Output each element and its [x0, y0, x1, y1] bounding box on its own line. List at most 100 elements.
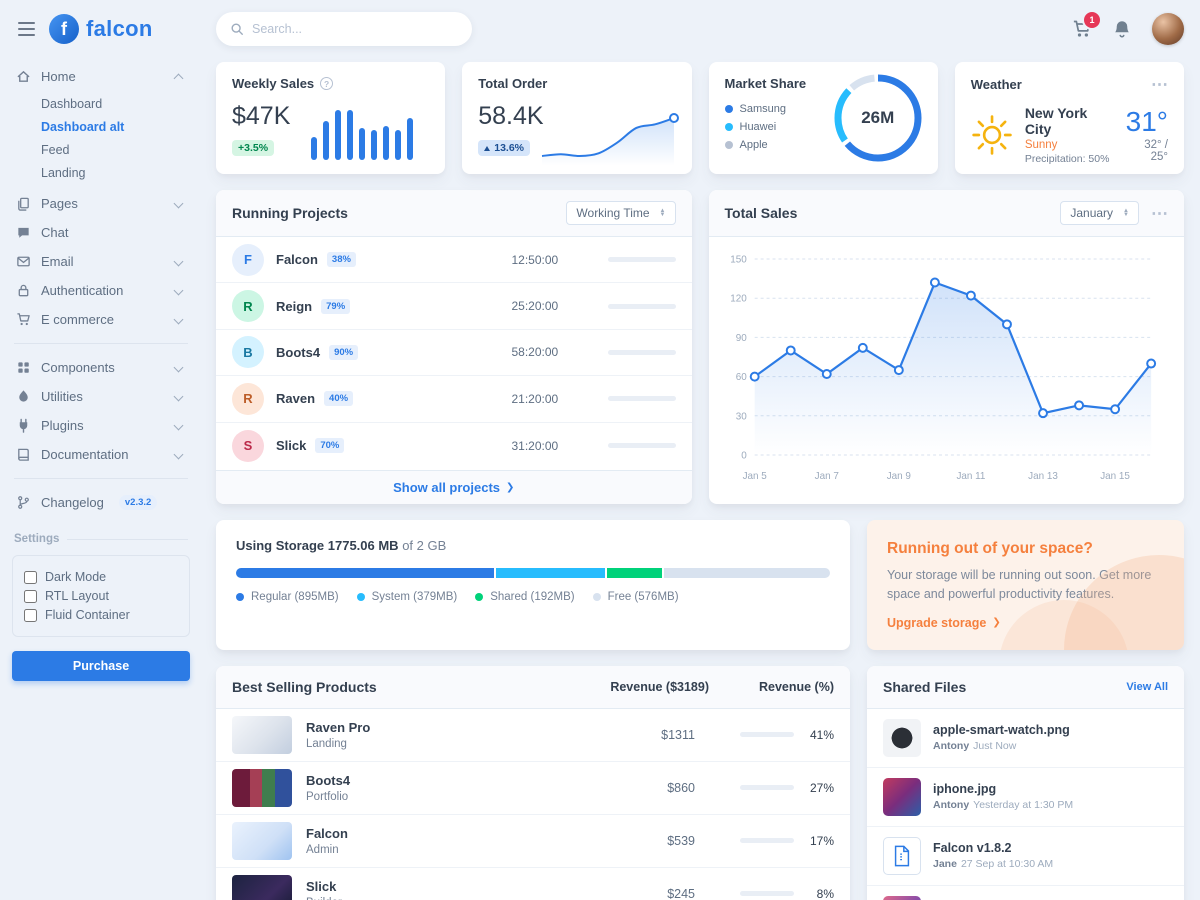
sidebar-item-dashboard-alt[interactable]: Dashboard alt	[41, 120, 125, 134]
legend-item: Huawei	[724, 121, 922, 133]
project-name[interactable]: Reign	[276, 298, 313, 314]
legend-dot	[724, 105, 733, 113]
view-all-link[interactable]: View All	[1126, 680, 1168, 693]
menu-toggle-button[interactable]	[14, 18, 39, 40]
project-time: 31:20:00	[511, 438, 559, 453]
fluid-container-checkbox[interactable]	[24, 608, 37, 622]
revenue-percent-column-header: Revenue (%)	[758, 679, 834, 694]
sidebar-item-components[interactable]: Components	[12, 353, 190, 382]
sidebar-item-dashboard[interactable]: Dashboard	[41, 97, 103, 111]
product-name[interactable]: Falcon	[306, 825, 348, 841]
product-thumbnail[interactable]	[232, 768, 292, 807]
sidebar-item-ecommerce[interactable]: E commerce	[12, 305, 190, 334]
product-thumbnail[interactable]	[232, 821, 292, 860]
more-menu-icon[interactable]: ⋯	[1151, 75, 1168, 94]
revenue-percent-value: 41%	[809, 727, 834, 742]
product-category[interactable]: Builder	[306, 897, 571, 900]
storage-bar	[236, 568, 830, 578]
flame-icon	[16, 389, 32, 405]
arrow-right-icon: ❯	[506, 482, 515, 493]
sidebar-item-home[interactable]: Home	[12, 62, 190, 91]
show-all-projects-link[interactable]: Show all projects ❯	[393, 480, 515, 495]
product-name[interactable]: Raven Pro	[306, 719, 371, 735]
product-revenue: $860	[667, 780, 695, 795]
product-thumbnail[interactable]	[232, 715, 292, 754]
sidebar-item-plugins[interactable]: Plugins	[12, 411, 190, 440]
best-selling-title: Best Selling Products	[232, 678, 377, 695]
storage-promo-card: Running out of your space? Your storage …	[867, 520, 1184, 650]
fluid-container-option[interactable]: Fluid Container	[24, 608, 178, 622]
svg-text:150: 150	[730, 254, 747, 265]
sidebar-item-pages[interactable]: Pages	[12, 189, 190, 218]
storage-row: Using Storage 1775.06 MB of 2 GB Regular…	[216, 520, 1184, 650]
main-content: 1 Weekly Sales ? $47K +3.5% Total Order …	[200, 0, 1200, 900]
sidebar-item-email[interactable]: Email	[12, 247, 190, 276]
revenue-percent-value: 8%	[816, 886, 834, 900]
weekly-sales-value: $47K	[232, 102, 291, 130]
sidebar-item-label: Pages	[41, 196, 78, 211]
file-thumbnail[interactable]	[883, 718, 921, 757]
product-row: Slick Builder $245 8%	[216, 868, 850, 900]
project-avatar: F	[232, 243, 264, 276]
sidebar-item-authentication[interactable]: Authentication	[12, 276, 190, 305]
cart-button[interactable]: 1	[1072, 12, 1100, 39]
svg-text:Jan 11: Jan 11	[956, 471, 985, 482]
select-caret-icon	[1123, 209, 1129, 218]
file-time: 27 Sep at 10:30 AM	[960, 858, 1054, 870]
file-thumbnail[interactable]	[883, 836, 921, 875]
revenue-percent-bar	[740, 838, 794, 843]
product-category[interactable]: Admin	[306, 843, 339, 856]
month-select[interactable]: January	[1060, 201, 1139, 225]
best-selling-card: Best Selling Products Revenue ($3189) Re…	[216, 665, 850, 900]
notifications-button[interactable]	[1112, 19, 1132, 39]
sidebar-item-feed[interactable]: Feed	[41, 143, 70, 157]
sidebar-item-chat[interactable]: Chat	[12, 218, 190, 247]
help-icon[interactable]: ?	[320, 77, 334, 90]
file-thumbnail[interactable]	[883, 895, 921, 900]
sidebar-item-label: Changelog	[41, 495, 104, 510]
caret-up-icon	[484, 145, 491, 151]
svg-text:0: 0	[741, 450, 747, 461]
upgrade-storage-link[interactable]: Upgrade storage ❯	[887, 615, 1001, 630]
select-caret-icon	[660, 209, 666, 218]
project-progress-bar	[607, 257, 676, 263]
fluid-container-label: Fluid Container	[45, 608, 130, 622]
sidebar-item-changelog[interactable]: Changelog v2.3.2	[12, 488, 190, 517]
chevron-down-icon	[173, 198, 184, 209]
svg-text:Jan 7: Jan 7	[814, 471, 839, 482]
purchase-button[interactable]: Purchase	[12, 651, 190, 681]
project-progress-badge: 79%	[321, 298, 351, 314]
product-name[interactable]: Slick	[306, 878, 337, 894]
market-share-title: Market Share	[724, 76, 807, 91]
product-name[interactable]: Boots4	[306, 772, 351, 788]
sidebar-nav: Home Dashboard Dashboard alt Feed Landin…	[12, 62, 190, 681]
project-name[interactable]: Boots4	[276, 344, 321, 360]
dark-mode-checkbox[interactable]	[24, 570, 37, 584]
file-thumbnail[interactable]	[883, 777, 921, 816]
product-category[interactable]: Portfolio	[306, 790, 349, 803]
rtl-layout-option[interactable]: RTL Layout	[24, 589, 178, 603]
rtl-layout-checkbox[interactable]	[24, 589, 37, 603]
product-category[interactable]: Landing	[306, 737, 347, 750]
project-name[interactable]: Raven	[276, 391, 316, 407]
search-box[interactable]	[216, 12, 472, 46]
project-name[interactable]: Falcon	[276, 252, 318, 268]
arrow-right-icon: ❯	[992, 617, 1001, 628]
working-time-select[interactable]: Working Time	[566, 201, 676, 225]
weather-high-low: 32° / 25°	[1144, 138, 1168, 163]
sidebar-item-utilities[interactable]: Utilities	[12, 382, 190, 411]
chevron-down-icon	[173, 285, 184, 296]
more-menu-icon[interactable]: ⋯	[1151, 203, 1168, 223]
file-name[interactable]: iphone.jpg	[933, 782, 997, 796]
search-input[interactable]	[252, 22, 458, 36]
sidebar-item-documentation[interactable]: Documentation	[12, 440, 190, 469]
file-name[interactable]: Falcon v1.8.2	[933, 841, 1012, 855]
brand-logo[interactable]: f falcon	[49, 14, 153, 44]
revenue-percent-bar	[740, 891, 794, 896]
user-avatar[interactable]	[1152, 13, 1184, 45]
dark-mode-option[interactable]: Dark Mode	[24, 570, 178, 584]
project-name[interactable]: Slick	[276, 438, 307, 454]
sidebar-item-landing[interactable]: Landing	[41, 166, 86, 180]
product-thumbnail[interactable]	[232, 874, 292, 900]
file-name[interactable]: apple-smart-watch.png	[933, 723, 1070, 737]
